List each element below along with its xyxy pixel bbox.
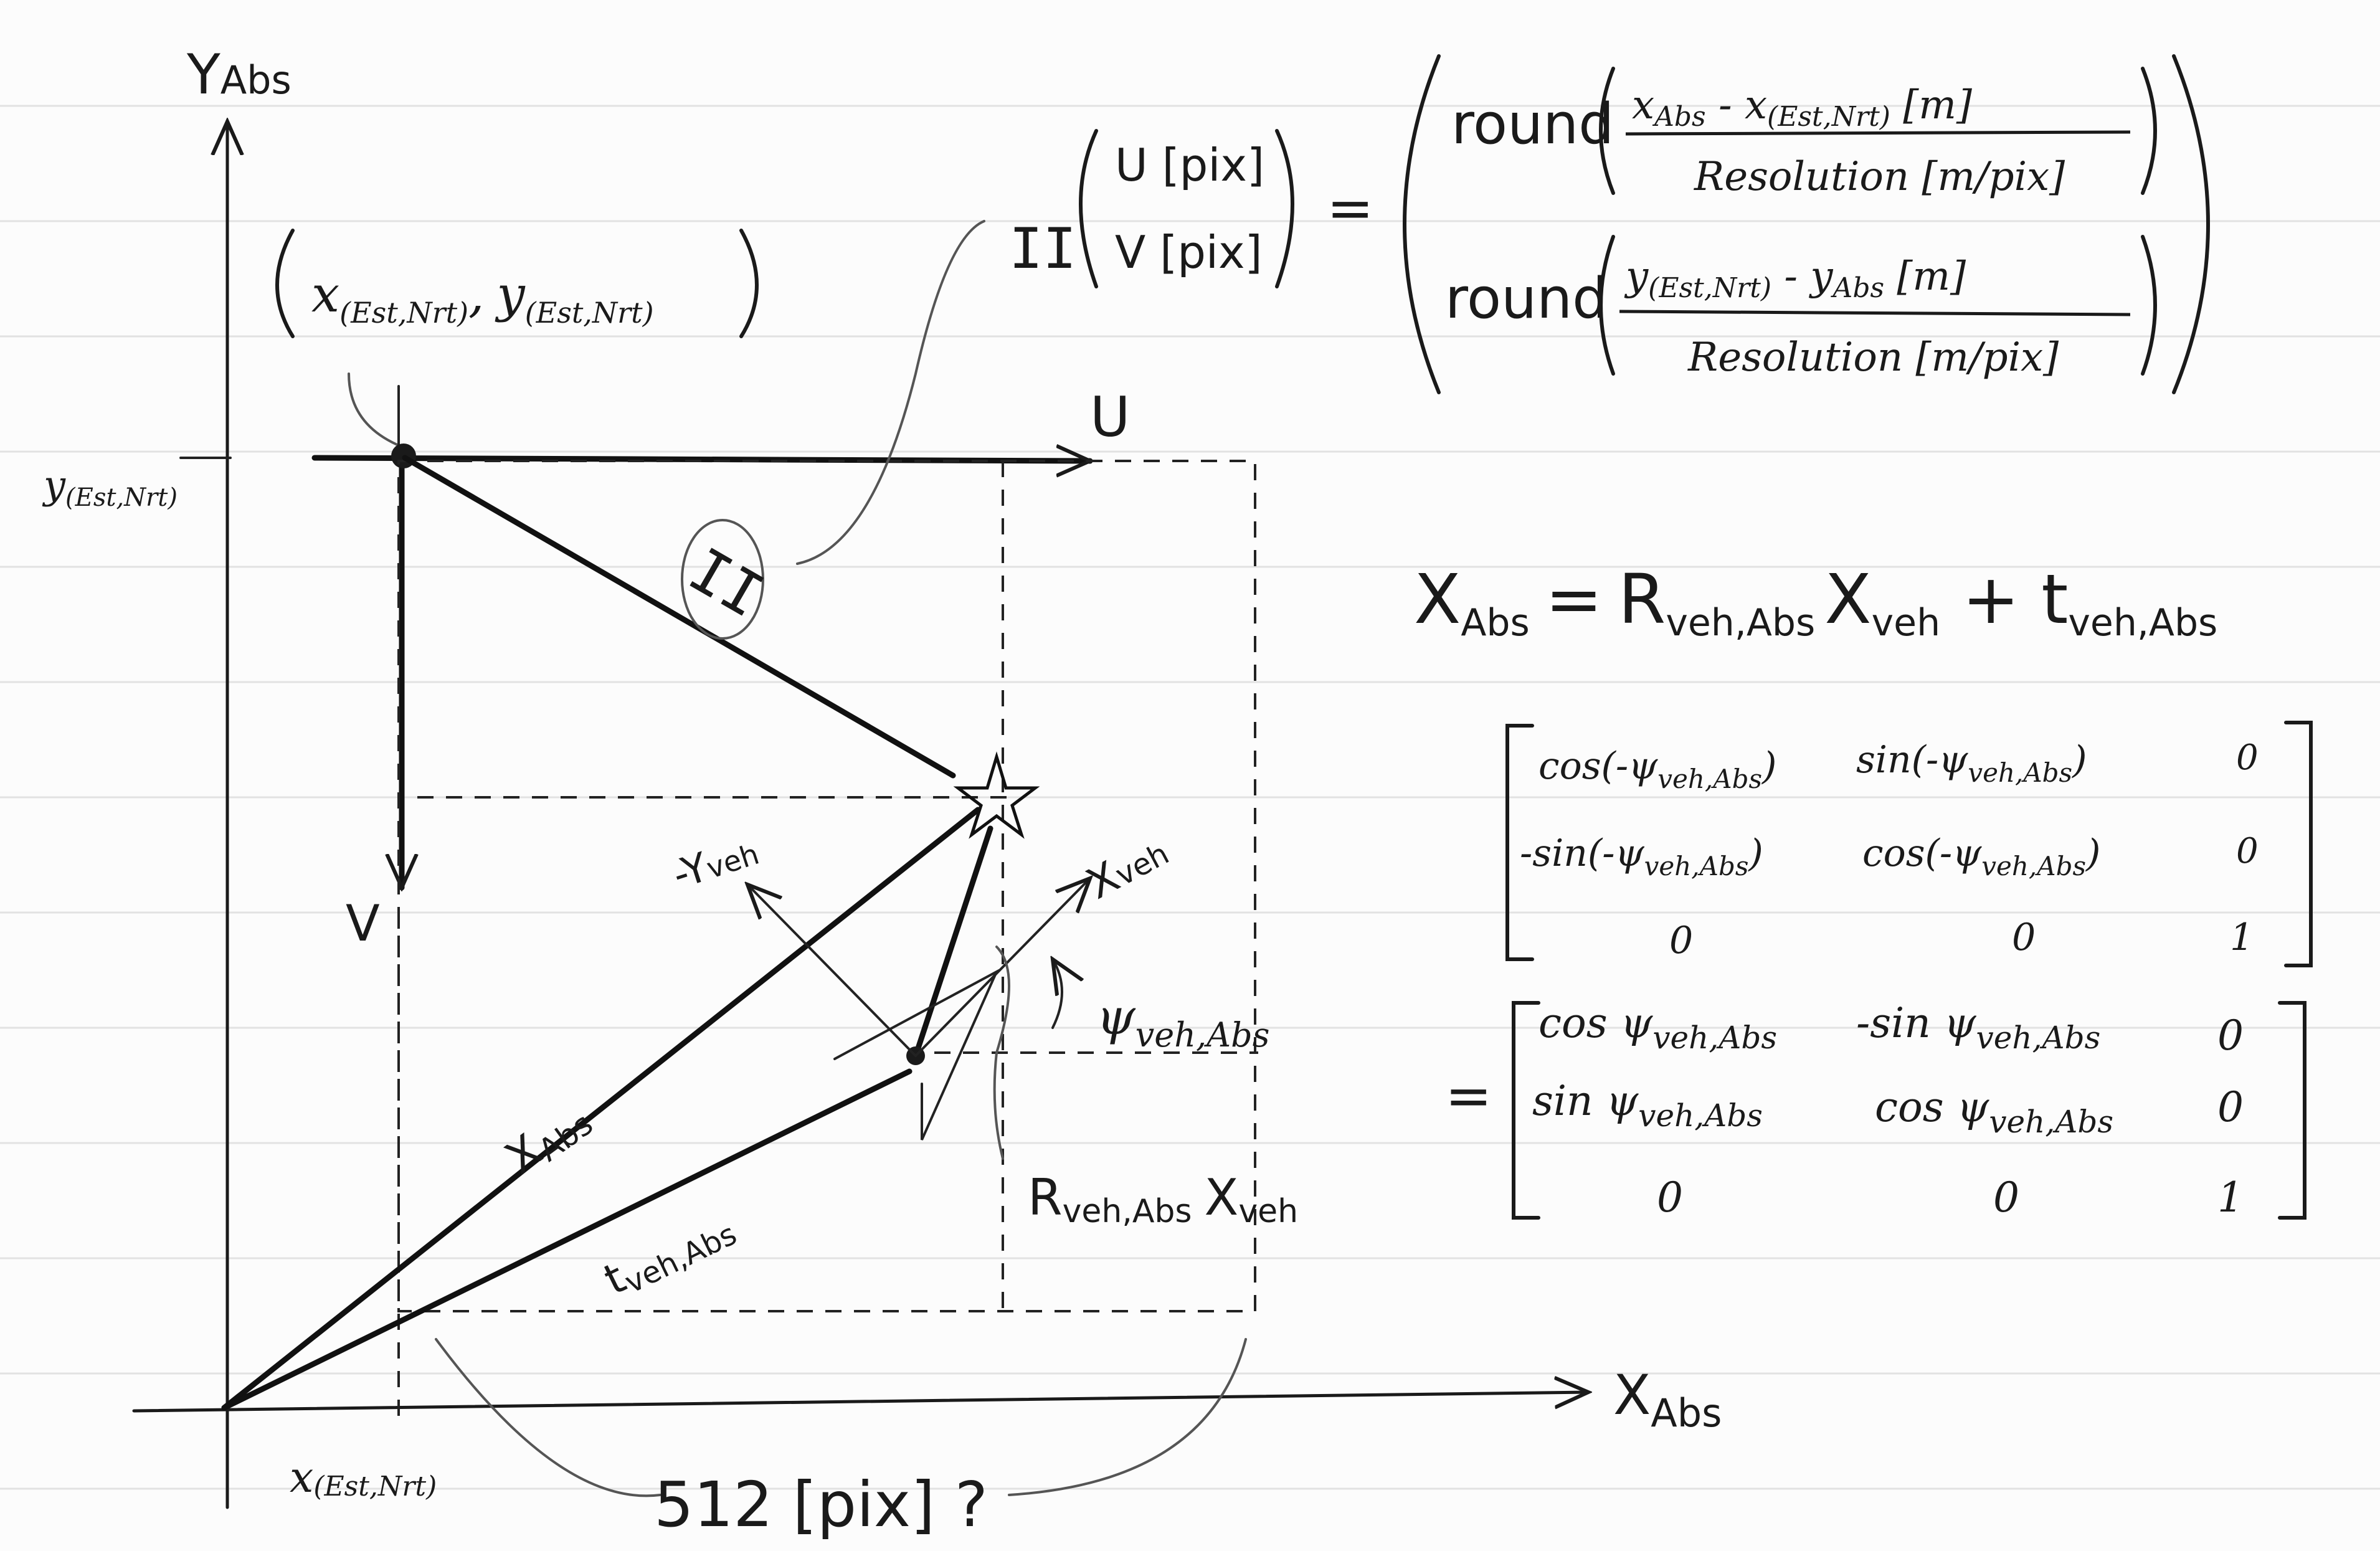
x-axis-label: XAbs <box>1613 1363 1722 1436</box>
m1-r2c2: 1 <box>2230 916 2254 959</box>
m2-r2c2: 1 <box>2217 1174 2244 1221</box>
m1-r0c1: sin(-ψveh,Abs) <box>1856 738 2087 788</box>
m1-r2c1: 0 <box>2012 916 2036 959</box>
round-1: round <box>1451 92 1614 157</box>
x-veh-label: Xveh <box>1079 827 1176 909</box>
round-2: round <box>1445 266 1608 331</box>
pixel-formula: II U [pix] V [pix] = round xAbs - x(Est,… <box>1009 54 2210 394</box>
pose-formula: XAbs = Rveh,Abs Xveh + tveh,Abs <box>1414 559 2217 645</box>
y-tick-label: y(Est,Nrt) <box>42 462 178 512</box>
m1-r1c0: -sin(-ψveh,Abs) <box>1520 832 1763 881</box>
matrix2-equals: = <box>1445 1063 1492 1129</box>
tick-guides: y(Est,Nrt) x(Est,Nrt) <box>42 457 437 1502</box>
t-veh-vector <box>221 1068 913 1411</box>
paper-rules <box>0 105 2380 1490</box>
u-axis-label: U <box>1090 385 1130 449</box>
m2-r2c0: 0 <box>1657 1174 1683 1221</box>
x-tick-label: x(Est,Nrt) <box>290 1453 437 1502</box>
numerator-2: y(Est,Nrt) - yAbs [m] <box>1624 254 1966 304</box>
denominator-1: Resolution [m/pix] <box>1694 154 2065 200</box>
m2-r0c2: 0 <box>2217 1012 2244 1060</box>
m1-r0c0: cos(-ψveh,Abs) <box>1538 744 1776 794</box>
psi-label: ψveh,Abs <box>1096 988 1269 1055</box>
r-x-label: Rveh,Abs Xveh <box>1028 1169 1298 1230</box>
x-axis <box>132 1392 1588 1413</box>
numerator-1: xAbs - x(Est,Nrt) [m] <box>1632 82 1973 133</box>
u-entry: U [pix] <box>1115 139 1264 191</box>
bottom-note: 512 [pix] ? <box>435 1338 1247 1541</box>
m2-r2c1: 0 <box>1993 1174 2019 1221</box>
origin-point-label: x(Est,Nrt), y(Est,Nrt) <box>275 229 759 447</box>
m2-r0c0: cos ψveh,Abs <box>1538 999 1777 1056</box>
y-veh-axis <box>747 885 917 1057</box>
global-axes: YAbs XAbs <box>132 42 1722 1509</box>
target-star <box>953 751 1040 839</box>
rotation-matrix-2: = cos ψveh,Abs -sin ψveh,Abs 0 sin ψveh,… <box>1445 999 2307 1221</box>
m2-r1c1: cos ψveh,Abs <box>1875 1083 2113 1140</box>
y-axis-label: YAbs <box>186 42 292 107</box>
x-abs-vector <box>221 807 981 1411</box>
vectors <box>221 807 1090 1411</box>
m2-r1c0: sin ψveh,Abs <box>1532 1077 1763 1134</box>
r-x-vector <box>913 825 993 1059</box>
transform-arrow: II <box>402 220 985 779</box>
m2-r0c1: -sin ψveh,Abs <box>1856 999 2100 1056</box>
rotation-matrix-1: cos(-ψveh,Abs) sin(-ψveh,Abs) 0 -sin(-ψv… <box>1505 721 2313 967</box>
m1-r1c1: cos(-ψveh,Abs) <box>1862 832 2100 881</box>
formula-transform-symbol: II <box>1009 216 1076 282</box>
u-axis <box>311 458 1090 461</box>
m2-r1c2: 0 <box>2217 1083 2244 1131</box>
vector-labels: XAbs tveh,Abs Xveh -Yveh ψveh,Abs Rveh,A… <box>496 827 1298 1304</box>
m1-r0c2: 0 <box>2236 738 2259 778</box>
v-entry: V [pix] <box>1115 226 1263 278</box>
pixel-equals: = <box>1327 176 1373 241</box>
local-frame: U V <box>311 385 1258 1312</box>
m1-r2c0: 0 <box>1669 919 1693 962</box>
x-veh-axis <box>914 878 1090 1057</box>
bottom-note-text: 512 [pix] ? <box>654 1468 988 1541</box>
image-box <box>397 460 1256 1312</box>
m1-r1c2: 0 <box>2236 831 2259 871</box>
x-abs-label: XAbs <box>496 1090 600 1187</box>
v-axis-label: V <box>346 894 380 952</box>
denominator-2: Resolution [m/pix] <box>1687 334 2059 381</box>
svg-text:x(Est,Nrt),y(Est,Nrt): x(Est,Nrt), y(Est,Nrt) <box>311 265 654 330</box>
